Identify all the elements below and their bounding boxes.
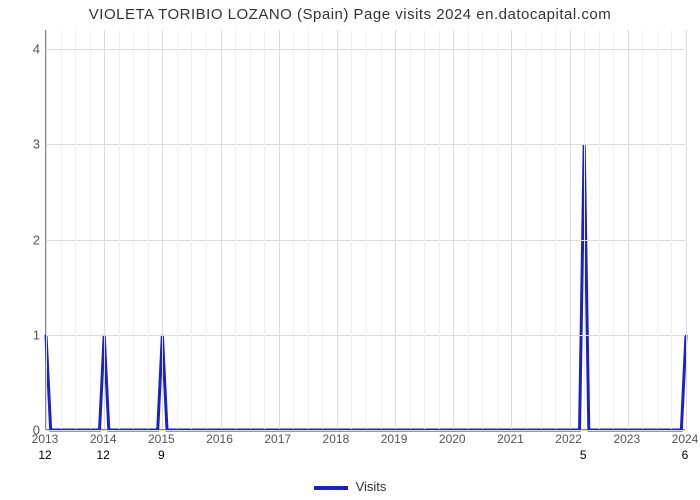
- vgrid: [628, 30, 629, 429]
- x-tick-label: 2013: [32, 432, 59, 446]
- vgrid-minor: [468, 30, 469, 429]
- chart-container: VIOLETA TORIBIO LOZANO (Spain) Page visi…: [0, 0, 700, 500]
- vgrid-minor: [671, 30, 672, 429]
- vgrid: [686, 30, 687, 429]
- vgrid: [511, 30, 512, 429]
- vgrid-minor: [61, 30, 62, 429]
- vgrid-minor: [235, 30, 236, 429]
- vgrid: [162, 30, 163, 429]
- vgrid-minor: [191, 30, 192, 429]
- legend: Visits: [0, 479, 700, 494]
- vgrid: [221, 30, 222, 429]
- vgrid: [453, 30, 454, 429]
- plot-area: [45, 30, 685, 430]
- vgrid-minor: [133, 30, 134, 429]
- vgrid-minor: [439, 30, 440, 429]
- vgrid-minor: [293, 30, 294, 429]
- vgrid-minor: [177, 30, 178, 429]
- vgrid-minor: [482, 30, 483, 429]
- vgrid-minor: [148, 30, 149, 429]
- y-tick-label: 4: [10, 42, 40, 57]
- vgrid-minor: [555, 30, 556, 429]
- vgrid-minor: [366, 30, 367, 429]
- vgrid-minor: [351, 30, 352, 429]
- vgrid: [104, 30, 105, 429]
- vgrid-minor: [264, 30, 265, 429]
- x-tick-label: 2016: [206, 432, 233, 446]
- x-tick-label: 2024: [672, 432, 699, 446]
- vgrid: [337, 30, 338, 429]
- x-tick-label: 2015: [148, 432, 175, 446]
- vgrid-minor: [381, 30, 382, 429]
- x-tick-label: 2021: [497, 432, 524, 446]
- bottom-value-label: 12: [96, 448, 109, 462]
- vgrid-minor: [90, 30, 91, 429]
- vgrid-minor: [424, 30, 425, 429]
- x-tick-label: 2014: [90, 432, 117, 446]
- vgrid-minor: [410, 30, 411, 429]
- bottom-value-label: 9: [158, 448, 165, 462]
- vgrid-minor: [206, 30, 207, 429]
- x-tick-label: 2022: [555, 432, 582, 446]
- vgrid-minor: [250, 30, 251, 429]
- bottom-value-label: 6: [682, 448, 689, 462]
- vgrid-minor: [541, 30, 542, 429]
- vgrid-minor: [642, 30, 643, 429]
- vgrid-minor: [526, 30, 527, 429]
- vgrid-minor: [322, 30, 323, 429]
- x-tick-label: 2019: [381, 432, 408, 446]
- x-tick-label: 2023: [613, 432, 640, 446]
- vgrid-minor: [119, 30, 120, 429]
- bottom-value-label: 12: [38, 448, 51, 462]
- vgrid: [46, 30, 47, 429]
- hgrid: [46, 430, 685, 431]
- vgrid: [395, 30, 396, 429]
- y-tick-label: 2: [10, 232, 40, 247]
- chart-title: VIOLETA TORIBIO LOZANO (Spain) Page visi…: [0, 6, 700, 23]
- legend-label: Visits: [356, 479, 387, 494]
- x-tick-label: 2018: [323, 432, 350, 446]
- x-tick-label: 2020: [439, 432, 466, 446]
- vgrid-minor: [75, 30, 76, 429]
- vgrid-minor: [584, 30, 585, 429]
- vgrid-minor: [657, 30, 658, 429]
- vgrid-minor: [497, 30, 498, 429]
- vgrid: [570, 30, 571, 429]
- y-tick-label: 1: [10, 327, 40, 342]
- legend-swatch: [314, 486, 348, 490]
- vgrid: [279, 30, 280, 429]
- vgrid-minor: [599, 30, 600, 429]
- vgrid-minor: [613, 30, 614, 429]
- vgrid-minor: [308, 30, 309, 429]
- y-tick-label: 3: [10, 137, 40, 152]
- x-tick-label: 2017: [264, 432, 291, 446]
- bottom-value-label: 5: [580, 448, 587, 462]
